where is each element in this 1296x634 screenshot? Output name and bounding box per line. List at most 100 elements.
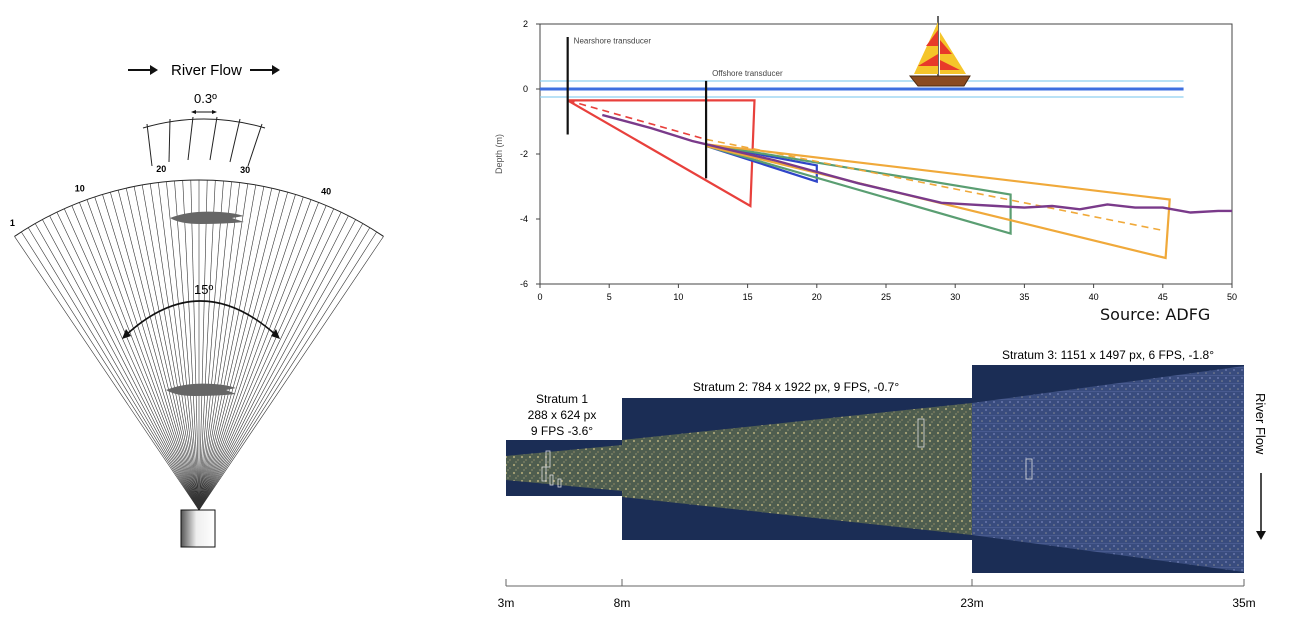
fish-silhouette-upper: [170, 211, 244, 224]
beam-line: [166, 181, 200, 511]
beam-line: [198, 192, 288, 511]
annotations: Nearshore transducer Offshore transducer: [574, 36, 783, 78]
beam-line: [198, 186, 265, 511]
y-axis-ticks: 2 0 -2 -4 -6: [520, 19, 540, 289]
stratum-3-panel: Stratum 3: 1151 x 1497 px, 6 FPS, -1.8°: [972, 348, 1244, 573]
x-tick-label: 20: [812, 292, 822, 302]
beam-line: [110, 192, 200, 511]
x-axis-ticks: 0 5 10 15 20 25 30 35 40 45 50: [537, 284, 1237, 302]
beam-line: [198, 188, 273, 511]
beam-angle-arc: 15º: [122, 282, 280, 339]
beam-number-label: 10: [75, 184, 85, 194]
beam-line: [174, 180, 200, 511]
fan-flow-label: River Flow: [171, 62, 242, 79]
beam-line: [182, 180, 200, 511]
x-tick-label: 50: [1227, 292, 1237, 302]
beam-line: [198, 231, 377, 511]
beam-number-label: 30: [240, 165, 250, 175]
beam-line: [198, 182, 240, 511]
inset-beam-line: [168, 118, 171, 163]
beam-line: [79, 202, 200, 511]
y-tick-label: 2: [523, 19, 528, 29]
beam-line: [198, 215, 349, 511]
beam-line: [102, 194, 200, 511]
beam-line: [198, 180, 208, 511]
scale-label: 35m: [1232, 596, 1255, 610]
beam-line: [198, 227, 371, 511]
beam-line: [56, 211, 200, 511]
beam-line: [198, 199, 312, 511]
x-tick-label: 40: [1089, 292, 1099, 302]
x-tick-label: 10: [673, 292, 683, 302]
x-tick-label: 35: [1019, 292, 1029, 302]
beam-line: [133, 186, 200, 511]
beam-fan: 1 10 20 30 40: [10, 164, 384, 511]
beam-line: [198, 184, 257, 511]
water-surface: [540, 80, 1184, 98]
beam-line: [198, 205, 327, 511]
sonar-flow-indicator: River Flow: [1253, 393, 1268, 540]
stratum-3-title: Stratum 3: 1151 x 1497 px, 6 FPS, -1.8°: [1002, 348, 1214, 362]
x-tick-label: 0: [537, 292, 542, 302]
beam-line: [198, 180, 224, 511]
x-tick-label: 30: [950, 292, 960, 302]
beam-line: [34, 223, 200, 511]
stratum-2-title: Stratum 2: 784 x 1922 px, 9 FPS, -0.7°: [693, 380, 899, 394]
beam-line: [190, 180, 200, 511]
transducers: [566, 37, 708, 179]
beam-line: [198, 196, 304, 511]
arrow-right-icon: [272, 65, 280, 75]
beam-center-lines: [567, 99, 1163, 232]
stratum-1-panel: Stratum 1 288 x 624 px 9 FPS -3.6°: [506, 392, 622, 496]
transducer-icon: [180, 509, 216, 548]
beam-line: [198, 189, 281, 511]
y-tick-label: -2: [520, 149, 528, 159]
beam-number-label: 1: [10, 218, 15, 228]
beam-line: [198, 202, 319, 511]
beam-line: [198, 194, 296, 511]
beam-line: [198, 183, 249, 511]
beam-line: [49, 215, 200, 511]
x-tick-label: 25: [881, 292, 891, 302]
stratum-1-size: 288 x 624 px: [528, 408, 597, 422]
beam-line: [21, 231, 200, 511]
sonar-beam-fan-diagram: River Flow 0.3º 1 10 20 30 40 15º: [10, 62, 384, 548]
beam-line: [198, 219, 356, 511]
y-tick-label: 0: [523, 84, 528, 94]
plot-area: [539, 23, 1233, 285]
beam-line: [94, 196, 200, 511]
x-tick-label: 45: [1158, 292, 1168, 302]
beam-outline: [705, 143, 1012, 236]
x-tick-label: 5: [607, 292, 612, 302]
y-axis-label: Depth (m): [494, 134, 504, 174]
beam-line: [198, 208, 334, 511]
scale-label: 3m: [498, 596, 515, 610]
x-tick-label: 15: [743, 292, 753, 302]
arrow-down-icon: [1256, 531, 1266, 540]
inset-beam-line: [229, 118, 241, 163]
beam-line: [198, 181, 232, 511]
inset-beam-detail: 0.3º: [142, 91, 266, 167]
sonar-strata-images: Stratum 1 288 x 624 px 9 FPS -3.6° Strat…: [498, 348, 1268, 610]
scale-label: 8m: [614, 596, 631, 610]
beam-line: [71, 205, 200, 511]
transducer-label: Nearshore transducer: [574, 36, 652, 45]
beam-line: [149, 183, 200, 511]
beam-angle-label: 15º: [194, 282, 213, 297]
beam-center-line: [705, 138, 1163, 232]
stratum-1-fps: 9 FPS -3.6°: [531, 424, 593, 438]
beam-line: [198, 211, 342, 511]
y-tick-label: -4: [520, 214, 528, 224]
y-tick-label: -6: [520, 279, 528, 289]
inset-beam-line: [146, 123, 153, 167]
source-label: Source: ADFG: [1100, 305, 1211, 324]
river-bottom-profile: [601, 113, 1232, 214]
beam-number-label: 20: [156, 164, 166, 174]
flow-indicator: River Flow: [128, 62, 280, 79]
stratum-2-panel: Stratum 2: 784 x 1922 px, 9 FPS, -0.7°: [622, 380, 972, 540]
inset-beam-line: [187, 116, 194, 161]
stratum-1-title: Stratum 1: [536, 392, 588, 406]
depth-profile-chart: 20-2-4-6 0 5 10 15 20 25 30 35 40 45 50 Depth (m) …: [494, 16, 1237, 302]
beam-number-label: 40: [321, 187, 331, 197]
beam-line: [117, 189, 200, 511]
